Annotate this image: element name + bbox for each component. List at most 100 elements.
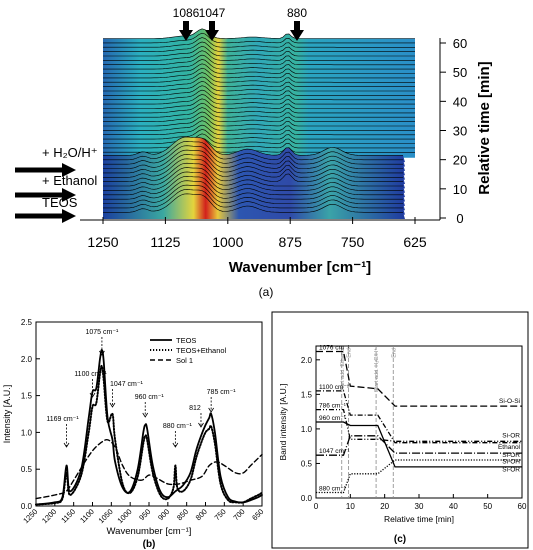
- x-tick-label-b: 750: [213, 507, 228, 522]
- surface-mesh-line: [103, 67, 415, 79]
- surface-mesh-line: [103, 59, 415, 70]
- surface-slice: [103, 107, 415, 123]
- caption-a: (a): [259, 285, 274, 299]
- x-tick-label-a: 1000: [212, 234, 243, 250]
- x-tick-label-c: 20: [380, 502, 389, 511]
- surface-mesh-line: [103, 136, 403, 156]
- surface-slice: [103, 90, 415, 106]
- x-tick-label-c: 50: [483, 502, 492, 511]
- y-tick-label-b: 0.5: [21, 465, 33, 474]
- series-start-label-c: 1047 cm⁻¹: [319, 448, 350, 455]
- y-tick-label-a: 20: [453, 153, 467, 168]
- panel-a: 1250 1125 1000 875 750 625 Wavenumber [cm⁻¹] 0 1…: [15, 6, 493, 299]
- annotation-arrowhead-b: [109, 402, 116, 408]
- surface-mesh-line: [103, 145, 403, 165]
- annotation-arrowhead-b: [142, 412, 149, 418]
- x-tick-label-b: 950: [137, 507, 152, 522]
- surface-mesh-line: [103, 41, 415, 52]
- x-tick-label-c: 10: [346, 502, 355, 511]
- surface-slice: [103, 33, 415, 49]
- surface-slice: [103, 55, 415, 71]
- x-tick-label-b: 1150: [59, 507, 77, 525]
- annotation-arrowhead-b: [63, 442, 70, 448]
- surface-mesh-line: [103, 180, 403, 200]
- surface-mesh-line: [103, 167, 403, 187]
- x-tick-label-b: 850: [175, 507, 190, 522]
- x-axis-label-b: Wavenumber [cm⁻¹]: [107, 526, 192, 537]
- surface-mesh-line: [103, 133, 415, 144]
- series-end-label-c: Si-OR: [502, 432, 520, 439]
- series-line-b: [35, 364, 263, 506]
- series-end-label-c: Si-O-Si: [499, 398, 520, 405]
- surface-mesh-line: [103, 54, 415, 66]
- waterfall-plot: 1250 1125 1000 875 750 625 Wavenumber [cm⁻¹] 0 1…: [15, 6, 493, 299]
- legend-label-b: TEOS+Ethanol: [176, 346, 227, 355]
- peak-annotation-b: 1100 cm⁻¹: [74, 371, 107, 378]
- surface-slice: [103, 103, 415, 119]
- y-tick-label-b: 2.0: [21, 355, 33, 364]
- x-tick-label-c: 40: [449, 502, 458, 511]
- y-axis-label-b: Intensity [A.U.]: [2, 385, 12, 444]
- surface-mesh-line: [103, 63, 415, 74]
- legend-label-b: Sol 1: [176, 356, 193, 365]
- series-start-label-c: 1100 cm⁻¹: [319, 384, 350, 391]
- surface-mesh-line: [103, 149, 403, 169]
- y-tick-label-c: 2.0: [301, 356, 313, 365]
- surface-slice: [103, 50, 415, 66]
- peak-label: 880: [287, 6, 307, 20]
- x-tick-label-a: 875: [279, 234, 303, 250]
- y-tick-label-a: 50: [453, 65, 467, 80]
- series-start-label-c: 880 cm⁻¹: [319, 485, 347, 492]
- surface-slice: [103, 193, 405, 219]
- axes-a: 1250 1125 1000 875 750 625 Wavenumber [cm⁻¹] 0 1…: [15, 6, 493, 299]
- series-end-label-c: Si-OR: [502, 452, 520, 459]
- surface-mesh-line: [103, 184, 403, 204]
- x-tick-label-a: 625: [403, 234, 427, 250]
- event-label-c: End: [391, 348, 397, 358]
- peak-arrow: [205, 21, 219, 41]
- surface-mesh-line: [103, 28, 415, 39]
- y-tick-label-b: 1.5: [21, 392, 33, 401]
- surface-mesh-line: [103, 171, 403, 191]
- peak-annotation-b: 880 cm⁻¹: [163, 423, 193, 430]
- surface-mesh-line: [103, 154, 403, 174]
- peak-annotation-b: 785 cm⁻¹: [207, 389, 237, 396]
- series-start-label-c: 1076 cm⁻¹: [319, 345, 350, 352]
- annotation-arrowhead-b: [208, 407, 214, 413]
- surface-mesh-line: [103, 76, 415, 87]
- plot-frame-b: [35, 321, 263, 507]
- surface-mesh-line: [103, 98, 415, 109]
- peak-annotation-b: 1047 cm⁻¹: [110, 381, 144, 388]
- surface-mesh-line: [103, 158, 403, 178]
- x-tick-label-b: 1000: [115, 507, 133, 525]
- caption-b: (b): [143, 539, 156, 550]
- surface-mesh-line: [103, 120, 415, 131]
- step-arrow: [15, 209, 76, 223]
- series-start-label-c: 960 cm⁻¹: [319, 415, 347, 422]
- y-tick-label-a: 30: [453, 124, 467, 139]
- surface-mesh-line: [103, 72, 415, 83]
- surface-mesh-line: [103, 189, 403, 209]
- caption-c: (c): [394, 534, 406, 545]
- surface-mesh-line: [103, 32, 415, 44]
- series-line-b: [35, 438, 263, 500]
- x-tick-label-a: 1250: [87, 234, 118, 250]
- peak-annotation-b: 1169 cm⁻¹: [46, 416, 79, 423]
- x-tick-label-c: 30: [415, 502, 424, 511]
- peak-annotation-b: 812: [189, 405, 201, 412]
- peak-arrow: [290, 21, 304, 41]
- surface-slice: [103, 72, 415, 88]
- panel-border-c: [271, 311, 529, 549]
- step-label: TEOS: [42, 195, 78, 210]
- surface-mesh-line: [103, 142, 415, 153]
- series-line-c: [316, 408, 522, 442]
- y-tick-label-b: 2.5: [21, 318, 33, 327]
- panel-c: 0.0 0.5 1.0 1.5 2.0 0 10 20 30 40 50 60 Band intensi…: [268, 306, 533, 550]
- series-line-c: [316, 459, 522, 494]
- y-tick-label-a: 60: [453, 36, 467, 51]
- annotation-arrowhead-b: [172, 442, 179, 448]
- surface-mesh-line: [103, 107, 415, 118]
- x-tick-label-b: 1100: [78, 507, 96, 525]
